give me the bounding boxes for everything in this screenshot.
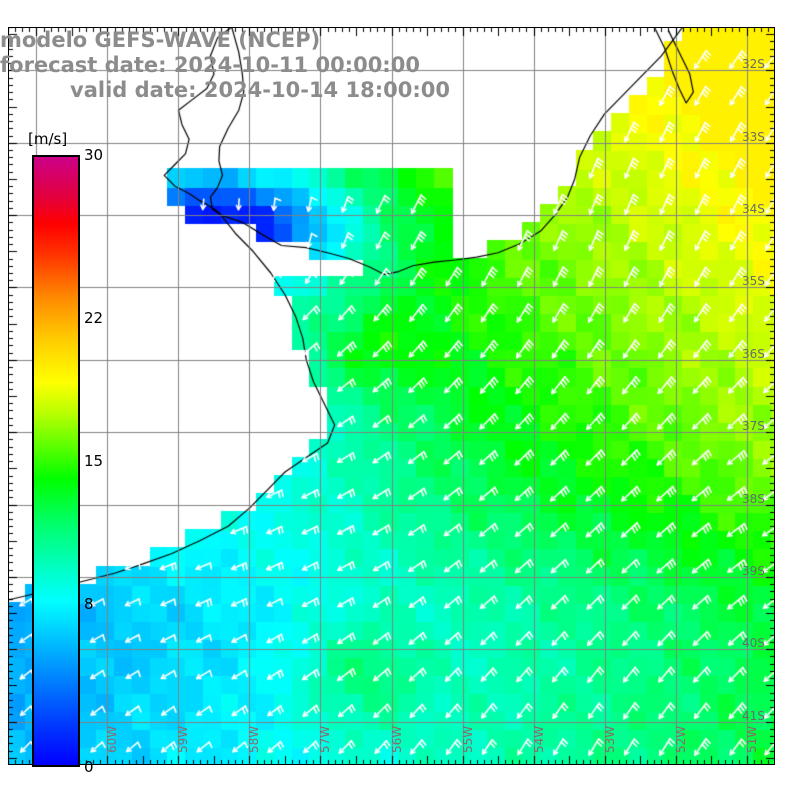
wind-barb-overlay (8, 27, 775, 765)
latitude-label: 34S (742, 202, 765, 217)
longitude-label: 53W (602, 725, 617, 753)
latitude-label: 38S (742, 491, 765, 506)
colorbar-tick-label: 8 (84, 594, 94, 613)
colorbar-tick-label: 22 (84, 309, 104, 328)
longitude-label: 60W (105, 725, 120, 753)
longitude-label: 52W (673, 725, 688, 753)
longitude-label: 56W (389, 725, 404, 753)
latitude-label: 33S (742, 129, 765, 144)
longitude-label: 51W (744, 725, 759, 753)
latitude-label: 35S (742, 274, 765, 289)
latitude-label: 32S (742, 57, 765, 72)
colorbar[interactable] (32, 155, 80, 767)
longitude-label: 57W (318, 725, 333, 753)
latitude-label: 36S (742, 346, 765, 361)
latitude-label: 37S (742, 419, 765, 434)
longitude-label: 55W (460, 725, 475, 753)
colorbar-tick-label: 15 (84, 452, 104, 470)
latitude-label: 40S (742, 636, 765, 651)
latitude-label: 41S (742, 708, 765, 723)
longitude-label: 58W (247, 725, 262, 753)
latitude-label: 39S (742, 563, 765, 578)
map-plot-area[interactable] (8, 27, 775, 765)
colorbar-gradient (32, 155, 80, 767)
longitude-label: 59W (176, 725, 191, 753)
colorbar-tick-label: 30 (84, 146, 104, 164)
longitude-label: 54W (531, 725, 546, 753)
colorbar-units-label: [m/s] (28, 130, 68, 148)
colorbar-tick-label: 0 (84, 758, 94, 776)
